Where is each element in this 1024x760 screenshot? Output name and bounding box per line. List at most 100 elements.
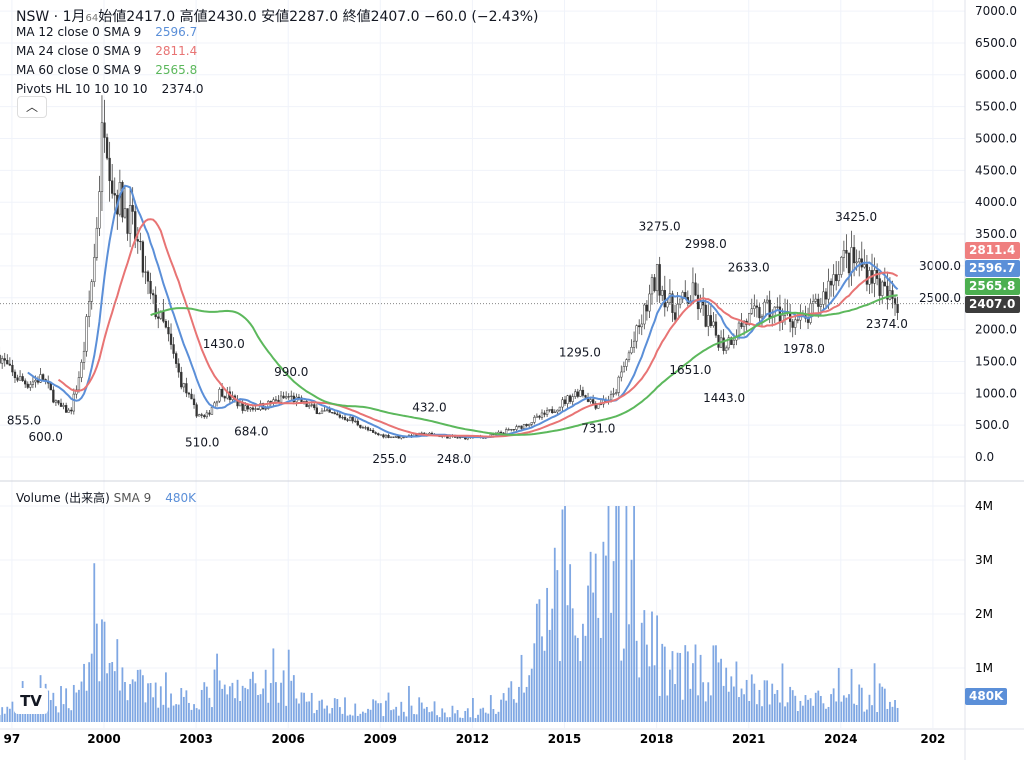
candle-body [663, 290, 666, 308]
candle-body [551, 409, 554, 413]
price-tick: 4500.0 [975, 163, 1017, 177]
volume-bar [832, 688, 835, 722]
indicator-legend[interactable]: Pivots HL 10 10 10 10 2374.0 [16, 82, 204, 96]
volume-bar [346, 715, 349, 722]
candle-body [755, 305, 759, 308]
volume-bar [310, 692, 313, 722]
change-value: −60.0 (−2.43%) [424, 9, 539, 25]
pivot-label: 684.0 [234, 424, 268, 438]
price-tick: 6500.0 [975, 36, 1017, 50]
volume-bar [182, 696, 185, 722]
volume-bar [282, 670, 285, 722]
candle-body [691, 282, 695, 302]
time-tick: 202 [920, 732, 945, 746]
pivot-label: 1651.0 [669, 363, 711, 377]
candle-body [814, 298, 817, 302]
volume-label: Volume (出来高) [16, 491, 110, 505]
volume-bar [761, 706, 763, 722]
open-value: 2417.0 [126, 9, 176, 25]
volume-bar [679, 652, 682, 722]
volume-bar [546, 587, 549, 722]
high-value: 2430.0 [207, 9, 257, 25]
candle-body [164, 321, 168, 328]
candle-body [18, 376, 22, 381]
indicator-legend[interactable]: MA 60 close 0 SMA 9 2565.8 [16, 63, 197, 77]
volume-bar [0, 714, 1, 722]
volume-bar [738, 697, 740, 722]
volume-bar [356, 715, 359, 722]
candle-body [274, 399, 278, 401]
indicator-legend[interactable]: MA 24 close 0 SMA 9 2811.4 [16, 44, 197, 58]
candle-body [709, 315, 712, 326]
volume-bar [318, 700, 321, 722]
candle-body [717, 335, 720, 348]
volume-bar [814, 692, 817, 722]
candle-body [103, 122, 106, 138]
volume-bar [385, 700, 387, 722]
indicator-legend[interactable]: MA 12 close 0 SMA 9 2596.7 [16, 25, 197, 39]
volume-bar [740, 688, 743, 722]
volume-bar [745, 679, 748, 722]
volume-bar [551, 608, 554, 722]
volume-bar [428, 712, 431, 722]
volume-bar [259, 694, 262, 722]
candle-body [632, 340, 636, 348]
volume-bar [538, 599, 541, 722]
volume-bar [492, 709, 495, 722]
open-label: 始値 [98, 9, 127, 25]
volume-bar [26, 707, 29, 722]
volume-bar [121, 667, 124, 722]
volume-bar [771, 683, 774, 722]
volume-bar [315, 709, 318, 722]
candle-body [832, 274, 835, 286]
volume-bar [141, 675, 144, 722]
volume-bar [615, 506, 618, 722]
volume-bar [574, 635, 577, 722]
volume-bar [295, 698, 298, 722]
price-tick: 5500.0 [975, 100, 1017, 114]
collapse-legend-button[interactable]: ︿ [17, 96, 47, 118]
volume-bar [605, 555, 607, 722]
candle-body [1, 358, 4, 364]
candle-body [244, 405, 247, 411]
price-tick: 6000.0 [975, 68, 1017, 82]
candle-body [548, 409, 551, 411]
candle-body [878, 278, 881, 296]
volume-bar [188, 702, 190, 722]
candle-body [320, 410, 324, 414]
candle-body [215, 400, 219, 404]
candle-body [612, 393, 615, 395]
candle-body [128, 205, 132, 234]
candle-body [561, 399, 564, 408]
candle-body [684, 292, 687, 298]
volume-bar [49, 700, 52, 722]
volume-bar [341, 713, 344, 722]
volume-bar [612, 561, 615, 722]
volume-bar [587, 585, 589, 722]
volume-bar [584, 635, 587, 722]
candle-body [758, 307, 761, 319]
candle-body [791, 321, 794, 328]
tradingview-logo[interactable]: TV [14, 688, 48, 714]
candle-body [650, 277, 654, 295]
candle-body [576, 391, 579, 397]
volume-bar [338, 707, 341, 722]
candle-body [139, 240, 142, 243]
volume-bar [571, 608, 574, 722]
volume-bar [543, 650, 546, 722]
volume-bar [287, 649, 290, 722]
candle-body [39, 374, 42, 383]
volume-bar [602, 541, 605, 722]
volume-bar [553, 547, 556, 722]
candle-body [169, 333, 173, 345]
volume-bar [582, 623, 584, 722]
volume-tick: 2M [975, 607, 993, 621]
pivot-label: 3425.0 [835, 210, 877, 224]
volume-params: SMA 9 [113, 491, 152, 505]
volume-tick: 1M [975, 661, 993, 675]
volume-bar [671, 651, 674, 722]
candle-body [336, 413, 339, 416]
volume-bar [95, 623, 98, 722]
candle-body [666, 302, 669, 308]
